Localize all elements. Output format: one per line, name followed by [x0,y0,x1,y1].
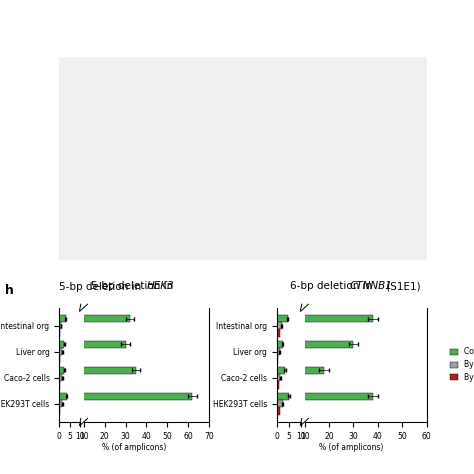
Bar [280,348,286,356]
Text: % (of amplicons): % (of amplicons) [319,443,384,452]
Bar [59,315,65,322]
Legend: Correct edit, Byproducts pegRNA, Byproducts nickRNA: Correct edit, Byproducts pegRNA, Byprodu… [447,344,474,385]
Text: h: h [5,284,14,297]
Text: 5-bp deletion in: 5-bp deletion in [59,282,145,292]
Bar [280,341,354,348]
Text: % (of amplicons): % (of amplicons) [102,443,166,452]
Bar [280,367,324,374]
Bar [277,356,278,363]
Bar [63,341,126,348]
Bar [277,382,279,389]
Bar [59,348,63,356]
Text: 5-bp deletion in: 5-bp deletion in [91,281,177,291]
Bar [280,356,281,363]
Bar [59,374,63,382]
Bar [277,393,289,400]
Text: 6-bp deletion in: 6-bp deletion in [290,281,375,291]
Bar [63,393,192,400]
Bar [277,341,283,348]
Bar [59,322,61,329]
Bar [277,367,285,374]
Bar [280,400,288,407]
Bar [277,374,280,382]
Text: HEK3: HEK3 [146,281,174,291]
Bar [63,400,71,407]
Text: CTNNB1: CTNNB1 [349,281,392,291]
Bar [59,367,64,374]
Bar [280,329,282,337]
Bar [280,322,288,329]
Bar [59,393,66,400]
Bar [63,356,64,363]
Bar [63,374,69,382]
Bar [280,315,373,322]
Bar [277,400,283,407]
Bar [63,329,64,337]
Text: (S1E1): (S1E1) [383,281,420,291]
Bar [280,374,285,382]
Bar [280,382,281,389]
Bar [59,400,63,407]
Bar [63,407,64,415]
Bar [63,315,130,322]
Bar [277,315,288,322]
Bar [277,407,280,415]
Bar [277,329,280,337]
Bar [63,367,136,374]
Bar [280,407,282,415]
Bar [277,322,282,329]
Bar [63,322,68,329]
Bar [59,341,64,348]
Bar [63,382,64,389]
Bar [277,348,280,356]
Bar [63,348,69,356]
Bar [280,393,373,400]
